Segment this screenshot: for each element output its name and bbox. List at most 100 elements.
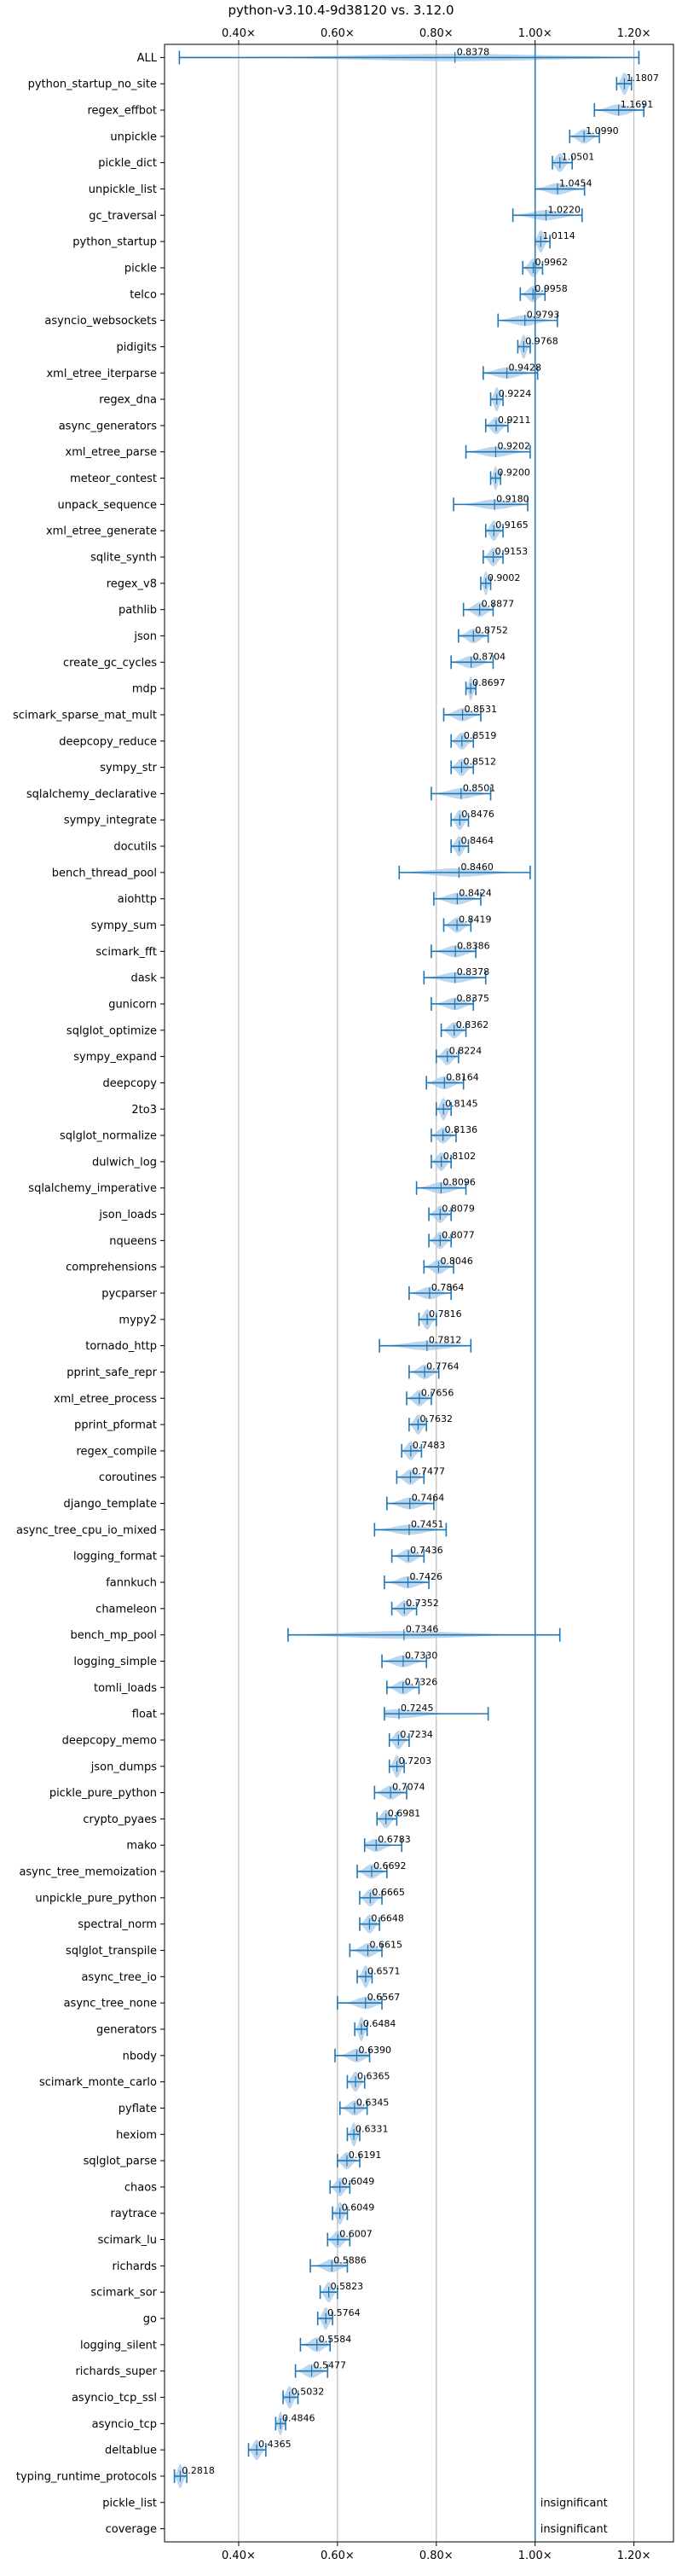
value-label: 0.8419 (459, 914, 492, 925)
y-tick-label: sqlalchemy_declarative (26, 788, 157, 801)
y-tick-label: comprehensions (66, 1262, 157, 1274)
y-tick-label: pickle_list (102, 2497, 157, 2509)
x-tick-label-top: 0.80× (419, 27, 454, 40)
y-tick-label: sqlglot_normalize (60, 1130, 157, 1143)
y-tick-label: python_startup (72, 236, 157, 249)
value-label: 0.6390 (358, 2045, 391, 2056)
x-tick-labels: 0.40× 0.40× 0.60× 0.60× 0.80× 0.80× 1.00× 1.00×… (222, 27, 651, 2562)
value-label: 0.8512 (463, 757, 496, 768)
y-tick-label: coverage (106, 2523, 157, 2536)
y-tick-label: sympy_integrate (64, 815, 157, 827)
y-tick-label: nqueens (109, 1235, 157, 1248)
y-tick-label: tomli_loads (94, 1682, 157, 1695)
y-tick-label: 2to3 (131, 1104, 157, 1117)
y-tick-label: crypto_pyaes (83, 1813, 157, 1826)
whiskers (173, 50, 645, 2483)
value-label: 0.7632 (419, 1413, 452, 1424)
y-tick-label: json_dumps (90, 1761, 157, 1773)
value-label: 0.4846 (282, 2412, 315, 2423)
value-label: 0.6331 (355, 2123, 389, 2134)
value-label: 1.0220 (547, 204, 581, 215)
y-tick-label: gunicorn (108, 998, 157, 1011)
y-tick-label: sqlite_synth (90, 552, 157, 565)
y-tick-label: spectral_norm (78, 1918, 157, 1931)
value-label: 0.8531 (465, 704, 498, 715)
value-label: 0.6567 (367, 1992, 401, 2003)
value-label: 0.8460 (460, 862, 494, 873)
y-tick-label: chameleon (95, 1603, 157, 1616)
y-tick-label: sqlalchemy_imperative (28, 1182, 157, 1195)
y-tick-label: async_generators (59, 420, 158, 432)
value-label: 0.9962 (535, 257, 569, 268)
value-label: 1.1691 (621, 99, 654, 110)
y-tick-label: typing_runtime_protocols (16, 2470, 157, 2483)
value-label: 0.6007 (339, 2229, 373, 2240)
y-tick-label: bench_thread_pool (52, 867, 157, 879)
value-label: 0.8378 (457, 966, 490, 978)
y-tick-label: unpickle (110, 131, 157, 143)
y-tick-label: go (143, 2313, 157, 2326)
value-label: 0.2818 (182, 2465, 215, 2476)
value-label: 0.7864 (431, 1282, 465, 1293)
value-label: 0.7326 (405, 1676, 438, 1687)
y-tick-label: mako (126, 1840, 157, 1853)
value-label: 0.4365 (258, 2439, 292, 2450)
violins (174, 54, 644, 2489)
value-label: 0.7477 (412, 1466, 445, 1477)
value-label: 0.7656 (421, 1387, 454, 1398)
x-tick-label-bottom: 1.20× (617, 2550, 651, 2562)
x-tick-label-top: 0.40× (222, 27, 256, 40)
value-label: 0.8145 (445, 1098, 478, 1109)
value-label: 0.7245 (401, 1703, 434, 1714)
value-label: 0.9793 (527, 310, 560, 321)
y-tick-label: pyflate (118, 2103, 157, 2115)
y-tick-label: asyncio_tcp (92, 2418, 157, 2431)
value-label: 0.6692 (373, 1860, 407, 1871)
y-tick-label: raytrace (110, 2208, 157, 2220)
value-label: 0.9202 (497, 441, 530, 452)
value-label: 0.8386 (457, 940, 490, 951)
x-tick-label-top: 1.20× (617, 27, 651, 40)
value-label: 0.8877 (482, 599, 515, 610)
value-label: 0.7426 (410, 1571, 443, 1582)
y-tick-label: logging_simple (73, 1656, 157, 1668)
y-tick-label: scimark_sor (90, 2287, 157, 2300)
value-label: 0.6783 (378, 1834, 411, 1845)
y-tick-label: sympy_sum (91, 920, 157, 932)
value-label: 0.8224 (449, 1046, 483, 1057)
y-tick-label: async_tree_none (64, 1998, 157, 2010)
value-label: 0.8362 (456, 1019, 489, 1030)
y-tick-label: xml_etree_generate (46, 525, 157, 538)
y-tick-label: gc_traversal (89, 210, 157, 223)
y-tick-label: pidigits (117, 341, 158, 354)
value-label: 0.5823 (331, 2281, 364, 2292)
value-label: 1.0990 (586, 125, 619, 136)
y-tick-label: async_tree_io (81, 1971, 157, 1984)
y-tick-label: tornado_http (85, 1340, 157, 1353)
value-label: 0.8164 (446, 1071, 479, 1082)
y-tick-label: hexiom (116, 2129, 157, 2142)
value-label: 0.5032 (292, 2386, 325, 2397)
y-tick-label: xml_etree_parse (66, 446, 157, 459)
y-tick-label: sqlglot_transpile (66, 1945, 157, 1958)
value-label: 0.8464 (461, 835, 494, 846)
x-tick-label-top: 0.60× (321, 27, 355, 40)
y-tick-label: pickle_pure_python (49, 1787, 157, 1800)
value-label: 0.6191 (349, 2150, 382, 2161)
y-tick-label: pprint_safe_repr (66, 1366, 157, 1379)
value-label: 0.8424 (459, 888, 492, 899)
value-label: 0.5584 (319, 2334, 352, 2345)
value-label: 0.8102 (443, 1151, 477, 1162)
y-tick-label: generators (96, 2023, 157, 2036)
y-tick-label: bench_mp_pool (70, 1629, 157, 1642)
y-tick-label: coroutines (99, 1471, 157, 1484)
y-tick-label: python_startup_no_site (28, 78, 157, 91)
value-label: 0.7812 (429, 1335, 462, 1346)
y-tick-label: logging_silent (80, 2339, 157, 2352)
y-tick-label: dask (130, 972, 157, 985)
y-tick-label: scimark_sparse_mat_mult (13, 709, 157, 722)
y-tick-label: unpack_sequence (57, 499, 157, 512)
value-label: 0.8136 (445, 1124, 478, 1135)
value-label: 0.6665 (372, 1887, 405, 1898)
y-tick-label: asyncio_tcp_ssl (72, 2392, 157, 2405)
